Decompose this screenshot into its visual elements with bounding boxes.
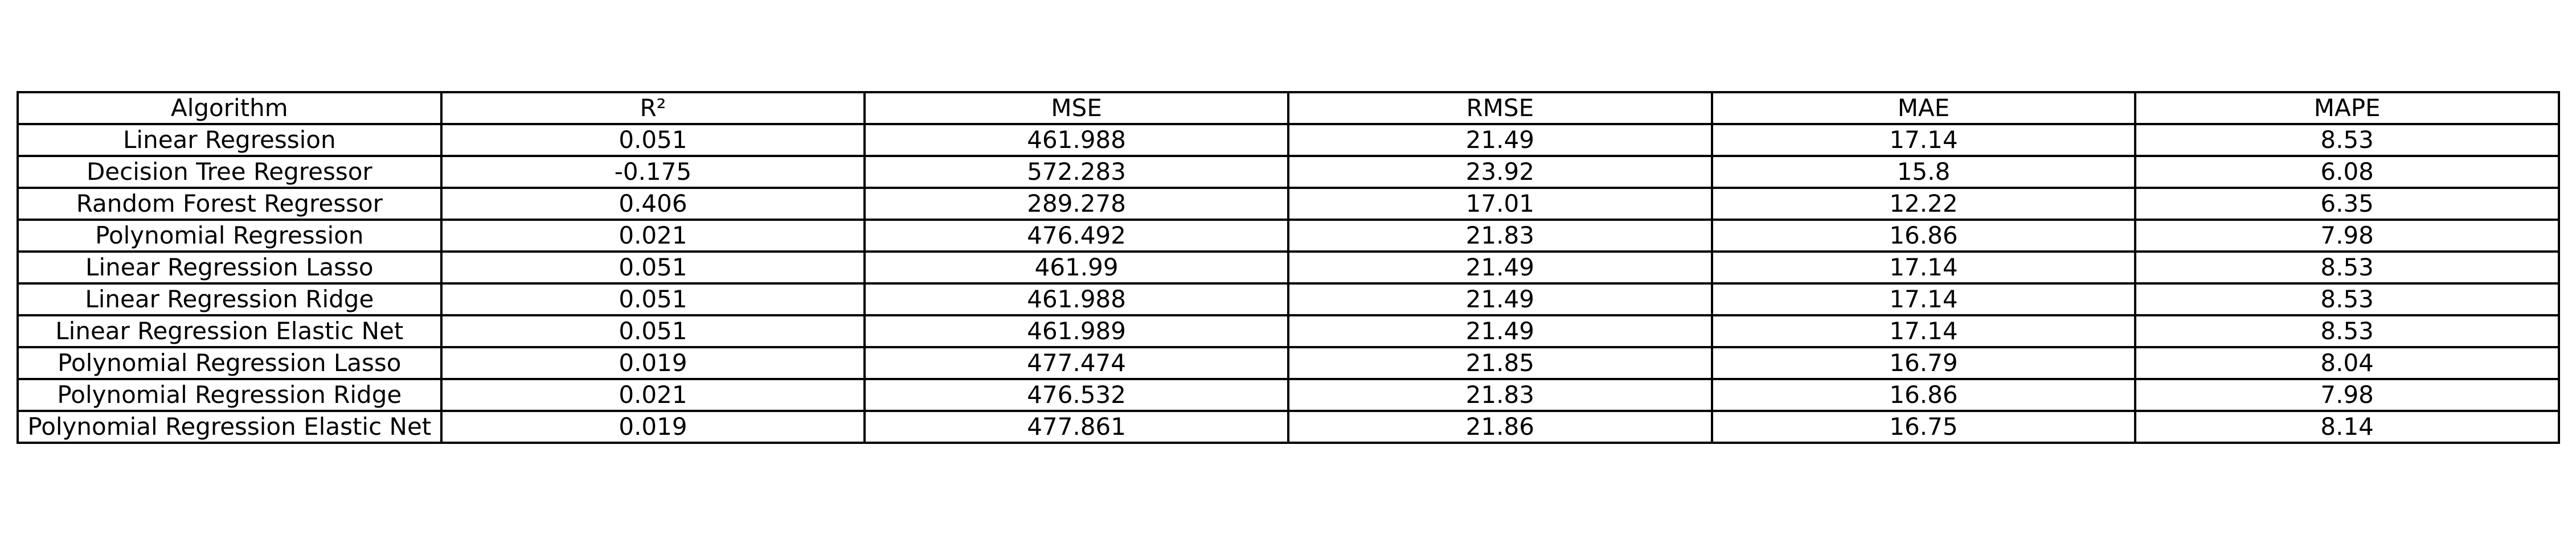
cell-algorithm: Random Forest Regressor <box>17 187 443 221</box>
header-cell-rmse: RMSE <box>1287 91 1713 125</box>
cell-mae: 17.14 <box>1710 250 2137 285</box>
cell-rmse: 21.49 <box>1287 250 1713 285</box>
table-header: Algorithm R² MSE RMSE MAE MAPE <box>17 91 2560 125</box>
table-row: Linear Regression Ridge 0.051 461.988 21.49… <box>17 282 2560 316</box>
header-cell-mape: MAPE <box>2134 91 2560 125</box>
cell-r2: 0.019 <box>440 346 866 380</box>
cell-rmse: 21.85 <box>1287 346 1713 380</box>
cell-mape: 6.08 <box>2134 155 2560 189</box>
cell-mape: 8.53 <box>2134 314 2560 348</box>
cell-mae: 17.14 <box>1710 282 2137 316</box>
cell-r2: 0.051 <box>440 250 866 285</box>
cell-mse: 461.988 <box>863 123 1289 157</box>
cell-mae: 16.86 <box>1710 219 2137 253</box>
cell-mape: 8.53 <box>2134 282 2560 316</box>
cell-mape: 7.98 <box>2134 219 2560 253</box>
table-row: Polynomial Regression Ridge 0.021 476.532 2… <box>17 378 2560 412</box>
cell-mae: 15.8 <box>1710 155 2137 189</box>
cell-r2: 0.051 <box>440 123 866 157</box>
cell-mae: 16.75 <box>1710 410 2137 444</box>
cell-mape: 6.35 <box>2134 187 2560 221</box>
metrics-table: Algorithm R² MSE RMSE MAE MAPE Linear Re… <box>17 91 2560 444</box>
cell-r2: -0.175 <box>440 155 866 189</box>
cell-r2: 0.051 <box>440 314 866 348</box>
cell-rmse: 17.01 <box>1287 187 1713 221</box>
cell-mse: 477.474 <box>863 346 1289 380</box>
cell-algorithm: Polynomial Regression Ridge <box>17 378 443 412</box>
cell-mse: 461.988 <box>863 282 1289 316</box>
cell-mae: 16.86 <box>1710 378 2137 412</box>
cell-mape: 8.53 <box>2134 123 2560 157</box>
cell-mse: 476.532 <box>863 378 1289 412</box>
header-cell-r2: R² <box>440 91 866 125</box>
cell-rmse: 21.86 <box>1287 410 1713 444</box>
cell-r2: 0.019 <box>440 410 866 444</box>
cell-rmse: 21.49 <box>1287 123 1713 157</box>
header-cell-mse: MSE <box>863 91 1289 125</box>
cell-algorithm: Linear Regression Ridge <box>17 282 443 316</box>
header-cell-algorithm: Algorithm <box>17 91 443 125</box>
cell-mae: 16.79 <box>1710 346 2137 380</box>
cell-mse: 572.283 <box>863 155 1289 189</box>
cell-r2: 0.406 <box>440 187 866 221</box>
cell-mse: 461.989 <box>863 314 1289 348</box>
cell-mse: 476.492 <box>863 219 1289 253</box>
header-cell-mae: MAE <box>1710 91 2137 125</box>
cell-rmse: 21.49 <box>1287 282 1713 316</box>
cell-mape: 8.14 <box>2134 410 2560 444</box>
cell-mse: 477.861 <box>863 410 1289 444</box>
table-body: Linear Regression 0.051 461.988 21.49 17.14 8… <box>17 123 2560 444</box>
cell-rmse: 23.92 <box>1287 155 1713 189</box>
cell-algorithm: Polynomial Regression <box>17 219 443 253</box>
cell-mae: 12.22 <box>1710 187 2137 221</box>
cell-algorithm: Polynomial Regression Lasso <box>17 346 443 380</box>
cell-mape: 8.53 <box>2134 250 2560 285</box>
cell-rmse: 21.83 <box>1287 378 1713 412</box>
table-row: Decision Tree Regressor -0.175 572.283 23.9… <box>17 155 2560 189</box>
cell-rmse: 21.83 <box>1287 219 1713 253</box>
table-row: Polynomial Regression 0.021 476.492 21.83 16… <box>17 219 2560 253</box>
cell-mape: 8.04 <box>2134 346 2560 380</box>
cell-algorithm: Linear Regression Elastic Net <box>17 314 443 348</box>
cell-mse: 289.278 <box>863 187 1289 221</box>
cell-algorithm: Decision Tree Regressor <box>17 155 443 189</box>
cell-mae: 17.14 <box>1710 123 2137 157</box>
cell-algorithm: Linear Regression Lasso <box>17 250 443 285</box>
cell-mape: 7.98 <box>2134 378 2560 412</box>
header-row: Algorithm R² MSE RMSE MAE MAPE <box>17 91 2560 125</box>
table-row: Polynomial Regression Elastic Net 0.019 47… <box>17 410 2560 444</box>
cell-mae: 17.14 <box>1710 314 2137 348</box>
cell-rmse: 21.49 <box>1287 314 1713 348</box>
table-row: Random Forest Regressor 0.406 289.278 17.01… <box>17 187 2560 221</box>
cell-mse: 461.99 <box>863 250 1289 285</box>
table-row: Linear Regression Lasso 0.051 461.99 21.49 1… <box>17 250 2560 285</box>
table-row: Linear Regression 0.051 461.988 21.49 17.14 8… <box>17 123 2560 157</box>
cell-algorithm: Linear Regression <box>17 123 443 157</box>
table-row: Polynomial Regression Lasso 0.019 477.474 2… <box>17 346 2560 380</box>
cell-algorithm: Polynomial Regression Elastic Net <box>17 410 443 444</box>
cell-r2: 0.051 <box>440 282 866 316</box>
cell-r2: 0.021 <box>440 378 866 412</box>
table-row: Linear Regression Elastic Net 0.051 461.98… <box>17 314 2560 348</box>
cell-r2: 0.021 <box>440 219 866 253</box>
